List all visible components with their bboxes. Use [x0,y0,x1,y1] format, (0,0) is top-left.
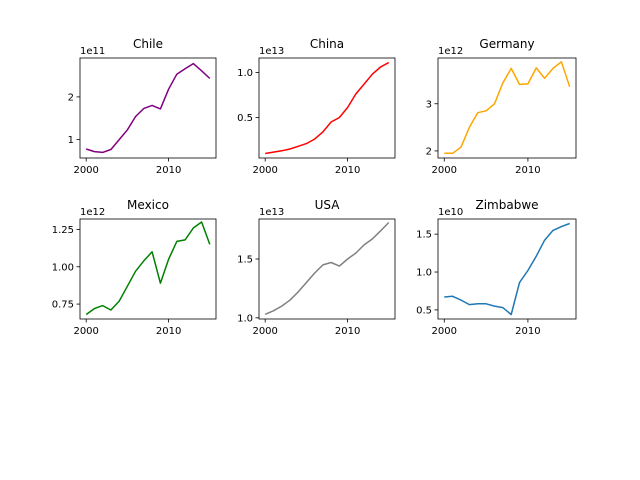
axes-frame [79,57,217,159]
y-tick-label: 2 [426,146,432,157]
y-tick-label: 3 [426,99,432,110]
y-tick-label: 1.5 [416,230,432,241]
subplot-title: USA [315,198,341,212]
y-tick-label: 2 [68,92,74,103]
series-line-germany [444,61,571,155]
x-tick-label: 2010 [335,165,360,176]
y-tick-label: 1.25 [52,225,74,236]
series-line-chile [85,62,211,154]
x-tick-label: 2000 [73,165,98,176]
y-tick-label: 1 [68,135,74,146]
subplot-title: Germany [479,37,534,51]
y-tick-label: 0.75 [52,300,74,311]
axes-frame [258,57,396,159]
x-tick-label: 2010 [515,326,540,337]
axis-scale-label: 1e13 [259,46,284,57]
subplot-title: Zimbabwe [475,198,538,212]
axes-frame [437,218,577,320]
x-tick-label: 2000 [73,326,98,337]
y-tick-label: 0.5 [416,305,432,316]
x-tick-label: 2010 [156,165,181,176]
y-tick-label: 1.5 [237,255,253,266]
axis-scale-label: 1e10 [438,207,463,218]
y-tick-label: 0.5 [237,113,253,124]
axes-frame [258,218,396,320]
subplot-mexico: 2000 2010 0.75 1.00 1.25 1e12 Mexico [52,198,217,337]
series-line-china [265,61,390,155]
axis-scale-label: 1e12 [438,46,463,57]
x-tick-label: 2010 [515,165,540,176]
subplot-title: China [310,37,344,51]
axis-scale-label: 1e11 [80,46,105,57]
subplot-germany: 2000 2010 2 3 1e12 Germany [426,37,577,176]
series-line-usa [264,221,390,315]
y-tick-label: 1.00 [52,262,74,273]
axis-scale-label: 1e13 [259,207,284,218]
x-tick-label: 2000 [432,326,457,337]
x-tick-label: 2010 [156,326,181,337]
series-line-zimbabwe [444,222,570,316]
y-tick-label: 1.0 [237,313,253,324]
subplot-usa: 2000 2010 1.0 1.5 1e13 USA [237,198,396,337]
x-tick-label: 2010 [335,326,360,337]
axes-frame [437,57,577,159]
series-line-mexico [85,221,211,316]
subplot-zimbabwe: 2000 2010 0.5 1.0 1.5 1e10 Zimbabwe [416,198,577,337]
subplot-title: Mexico [127,198,169,212]
axes-frame [79,218,217,320]
y-tick-label: 1.0 [237,68,253,79]
x-tick-label: 2000 [252,326,277,337]
x-tick-label: 2000 [252,165,277,176]
y-tick-label: 1.0 [416,268,432,279]
x-tick-label: 2000 [432,165,457,176]
subplot-title: Chile [133,37,163,51]
subplot-china: 2000 2010 0.5 1.0 1e13 China [237,37,396,176]
axis-scale-label: 1e12 [80,207,105,218]
subplot-chile: 2000 2010 1 2 1e11 Chile [68,37,217,176]
